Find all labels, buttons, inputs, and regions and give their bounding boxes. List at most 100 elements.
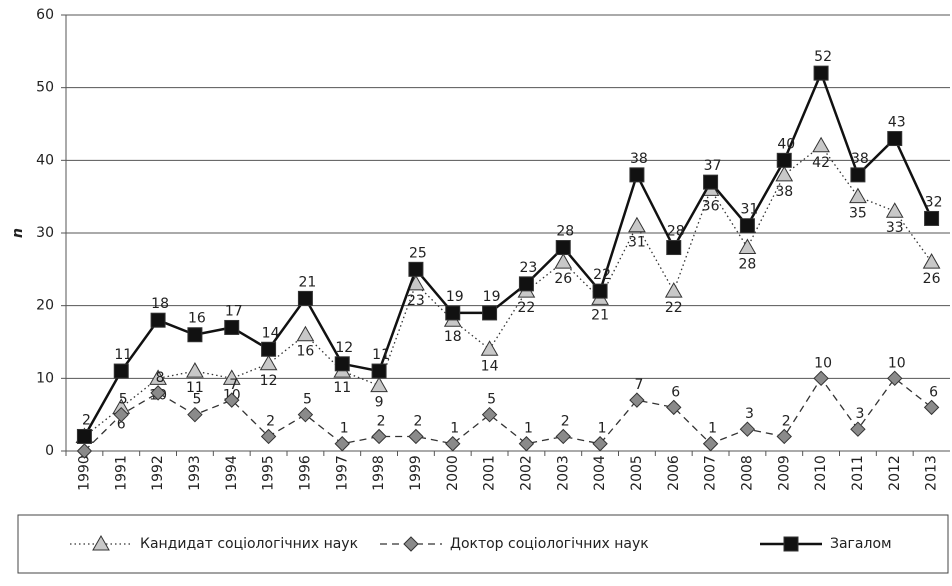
x-tick-label: 1993 xyxy=(187,455,203,491)
x-tick-label: 2008 xyxy=(739,455,755,491)
data-label: 1 xyxy=(450,421,459,437)
marker xyxy=(297,290,313,306)
marker xyxy=(628,216,646,233)
data-label: 18 xyxy=(444,329,462,345)
marker xyxy=(113,363,129,379)
data-label: 7 xyxy=(229,377,238,393)
marker xyxy=(408,428,424,445)
data-label: 38 xyxy=(851,151,869,167)
data-label: 16 xyxy=(297,344,315,360)
x-tick-label: 2005 xyxy=(629,455,645,491)
marker xyxy=(922,253,941,269)
marker xyxy=(149,369,167,385)
y-axis-label: n xyxy=(10,228,26,238)
marker xyxy=(739,218,755,234)
x-tick-label: 1999 xyxy=(408,455,424,491)
marker xyxy=(887,370,903,387)
y-tick-label: 20 xyxy=(36,298,54,314)
data-label: 26 xyxy=(923,271,941,287)
marker xyxy=(480,340,499,356)
x-tick-label: 1994 xyxy=(224,455,240,491)
marker xyxy=(666,240,682,256)
data-label: 21 xyxy=(591,307,609,323)
marker xyxy=(259,354,278,371)
marker xyxy=(371,428,387,445)
data-label: 19 xyxy=(483,289,501,305)
data-label: 2 xyxy=(82,412,91,428)
marker xyxy=(222,369,241,385)
x-tick-label: 2002 xyxy=(518,455,534,491)
data-label: 37 xyxy=(704,158,722,174)
legend-label: Доктор соціологічних наук xyxy=(450,536,649,552)
data-label: 12 xyxy=(260,373,278,389)
y-tick-label: 0 xyxy=(45,443,54,459)
y-tick-label: 10 xyxy=(36,370,54,386)
marker xyxy=(334,356,350,372)
data-label: 22 xyxy=(665,300,683,316)
data-label: 10 xyxy=(888,355,906,371)
marker xyxy=(783,536,799,552)
data-label: 12 xyxy=(335,340,353,356)
data-label: 5 xyxy=(487,392,496,408)
data-label: 1 xyxy=(524,421,533,437)
data-label: 21 xyxy=(299,274,317,290)
data-label: 19 xyxy=(446,289,464,305)
marker xyxy=(555,240,571,256)
data-label: 1 xyxy=(340,421,349,437)
data-label: 3 xyxy=(745,406,754,422)
marker xyxy=(408,261,424,277)
data-label: 28 xyxy=(739,257,757,273)
marker xyxy=(187,327,203,343)
marker xyxy=(776,428,792,445)
legend-label: Кандидат соціологічних наук xyxy=(140,536,358,552)
marker xyxy=(481,406,498,423)
data-label: 14 xyxy=(481,358,499,374)
data-label: 11 xyxy=(333,380,351,396)
data-label: 8 xyxy=(156,370,165,386)
marker xyxy=(664,282,683,298)
legend-box xyxy=(17,514,949,574)
data-label: 6 xyxy=(117,416,126,432)
x-tick-label: 1998 xyxy=(371,455,387,491)
series-line xyxy=(83,377,932,452)
marker xyxy=(775,165,794,182)
data-label: 11 xyxy=(372,347,390,363)
data-label: 23 xyxy=(407,293,425,309)
data-label: 10 xyxy=(814,355,832,371)
x-tick-label: 2006 xyxy=(666,455,682,491)
data-label: 42 xyxy=(812,155,830,171)
marker xyxy=(629,392,645,408)
x-tick-label: 2009 xyxy=(776,455,792,491)
data-label: 52 xyxy=(814,49,832,65)
data-label: 40 xyxy=(777,136,795,152)
marker xyxy=(150,312,166,328)
series-line xyxy=(83,69,933,438)
x-tick-label: 2003 xyxy=(555,455,571,491)
data-label: 5 xyxy=(119,392,128,408)
marker xyxy=(849,187,867,204)
x-tick-label: 1990 xyxy=(76,455,92,491)
marker xyxy=(482,305,498,321)
data-label: 2 xyxy=(413,413,422,429)
data-label: 33 xyxy=(886,220,904,236)
marker xyxy=(813,65,829,81)
marker xyxy=(850,167,866,183)
data-label: 32 xyxy=(925,194,943,210)
data-label: 22 xyxy=(593,267,611,283)
marker xyxy=(592,283,608,299)
data-label: 7 xyxy=(634,377,643,393)
y-tick-label: 30 xyxy=(36,225,54,241)
data-label: 2 xyxy=(377,413,386,429)
marker xyxy=(739,421,756,437)
x-tick-label: 2011 xyxy=(850,455,866,491)
marker xyxy=(92,534,110,551)
marker xyxy=(923,399,940,416)
series-line xyxy=(84,144,933,437)
x-tick-label: 2007 xyxy=(703,455,719,491)
x-tick-label: 2001 xyxy=(482,455,498,491)
marker xyxy=(261,341,277,357)
x-tick-label: 2012 xyxy=(887,455,903,491)
data-label: 28 xyxy=(556,224,574,240)
data-label: 17 xyxy=(225,303,243,319)
